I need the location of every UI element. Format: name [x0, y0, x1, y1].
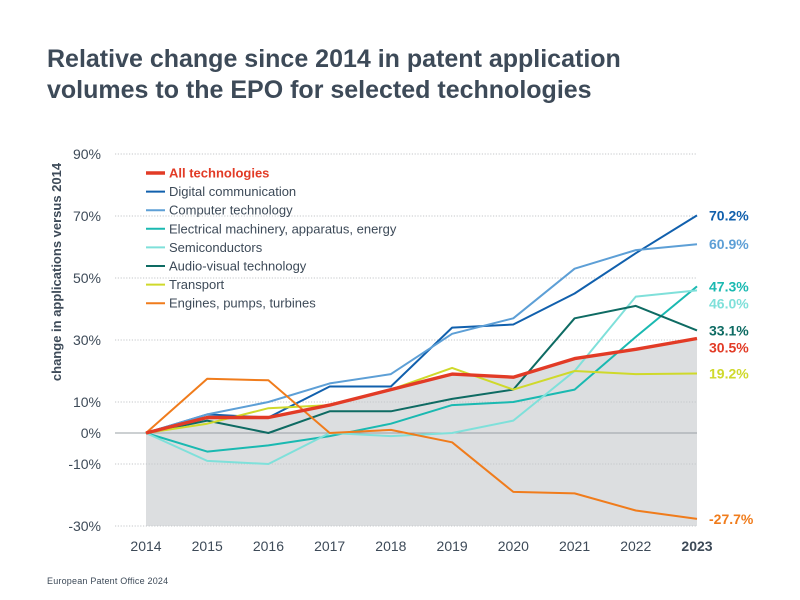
- series-line-semiconductors: [145, 289, 698, 465]
- y-tick-label: 90%: [73, 146, 101, 162]
- series-line-computer-technology: [145, 243, 698, 434]
- y-axis-label: change in applications versus 2014: [49, 162, 64, 381]
- x-tick-label: 2022: [620, 538, 651, 554]
- end-value-label: -27.7%: [709, 511, 754, 527]
- end-value-label: 19.2%: [709, 365, 749, 381]
- x-tick-label: 2014: [130, 538, 161, 554]
- y-tick-label: -30%: [68, 518, 101, 534]
- legend-label: All technologies: [169, 166, 269, 181]
- chart-title-line-2: volumes to the EPO for selected technolo…: [47, 76, 592, 104]
- x-tick-label: 2015: [192, 538, 223, 554]
- end-value-label: 70.2%: [709, 207, 749, 223]
- chart-title: Relative change since 2014 in patent app…: [47, 44, 747, 106]
- legend-label: Audio-visual technology: [169, 259, 307, 274]
- footer-source: European Patent Office 2024: [47, 576, 169, 586]
- y-tick-label: 50%: [73, 270, 101, 286]
- legend-label: Digital communication: [169, 184, 296, 199]
- y-tick-label: -10%: [68, 456, 101, 472]
- end-value-label: 47.3%: [709, 278, 749, 294]
- series-line-audio-visual-technology: [145, 304, 698, 434]
- end-value-label: 33.1%: [709, 322, 749, 338]
- x-tick-label: 2016: [253, 538, 284, 554]
- legend-label: Semiconductors: [169, 240, 263, 255]
- series-line-engines-pumps-turbines: [145, 377, 698, 520]
- series-line-all-technologies: [145, 336, 698, 435]
- legend-label: Transport: [169, 277, 225, 292]
- x-tick-label: 2020: [498, 538, 529, 554]
- x-tick-label: 2021: [559, 538, 590, 554]
- x-tick-label: 2023: [681, 538, 712, 554]
- x-tick-label: 2018: [375, 538, 406, 554]
- all-technologies-area: [146, 338, 697, 526]
- y-tick-label: 10%: [73, 394, 101, 410]
- legend-label: Computer technology: [169, 203, 293, 218]
- legend-label: Electrical machinery, apparatus, energy: [169, 221, 397, 236]
- y-tick-label: 30%: [73, 332, 101, 348]
- x-tick-label: 2019: [437, 538, 468, 554]
- end-value-label: 46.0%: [709, 295, 749, 311]
- series-line-electrical-machinery-apparatus-energy: [145, 285, 698, 453]
- end-value-label: 30.5%: [709, 339, 749, 355]
- y-tick-label: 70%: [73, 208, 101, 224]
- y-tick-label: 0%: [81, 425, 101, 441]
- chart-title-line-1: Relative change since 2014 in patent app…: [47, 45, 621, 73]
- end-value-label: 60.9%: [709, 236, 749, 252]
- legend-label: Engines, pumps, turbines: [169, 296, 316, 311]
- x-tick-label: 2017: [314, 538, 345, 554]
